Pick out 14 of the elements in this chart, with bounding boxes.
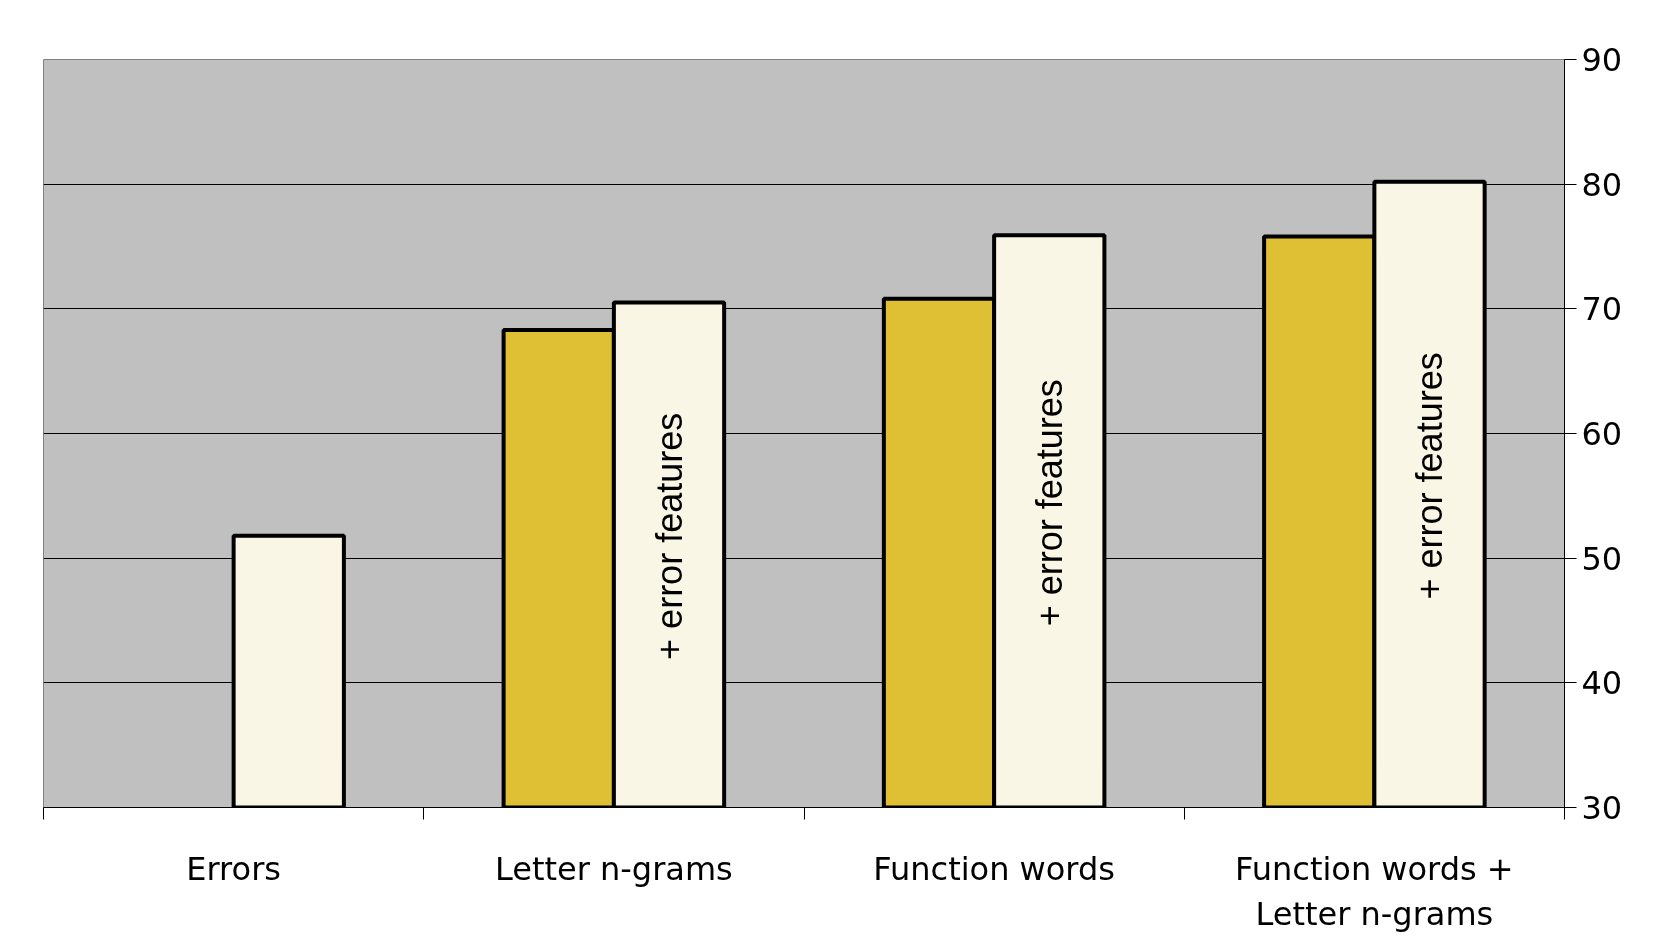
series-label: + error features [1409, 352, 1451, 600]
x-tick-label: Function words [873, 849, 1115, 888]
y-tick-label: 70 [1581, 290, 1623, 329]
y-tick-label: 80 [1581, 165, 1623, 204]
text: + error features [648, 412, 690, 660]
x-tick-label: Letter n-grams [494, 849, 733, 888]
y-tick-label: 50 [1581, 539, 1623, 578]
y-tick-label: 30 [1581, 789, 1623, 827]
text: + error features [1028, 379, 1070, 627]
y-tick-label: 40 [1581, 664, 1623, 703]
y-tick-label: 90 [1581, 41, 1623, 79]
y-tick-label: 60 [1581, 415, 1623, 453]
x-tick-label: Function words + Letter n-grams [1235, 849, 1514, 934]
x-tick-label: Errors [186, 849, 281, 888]
